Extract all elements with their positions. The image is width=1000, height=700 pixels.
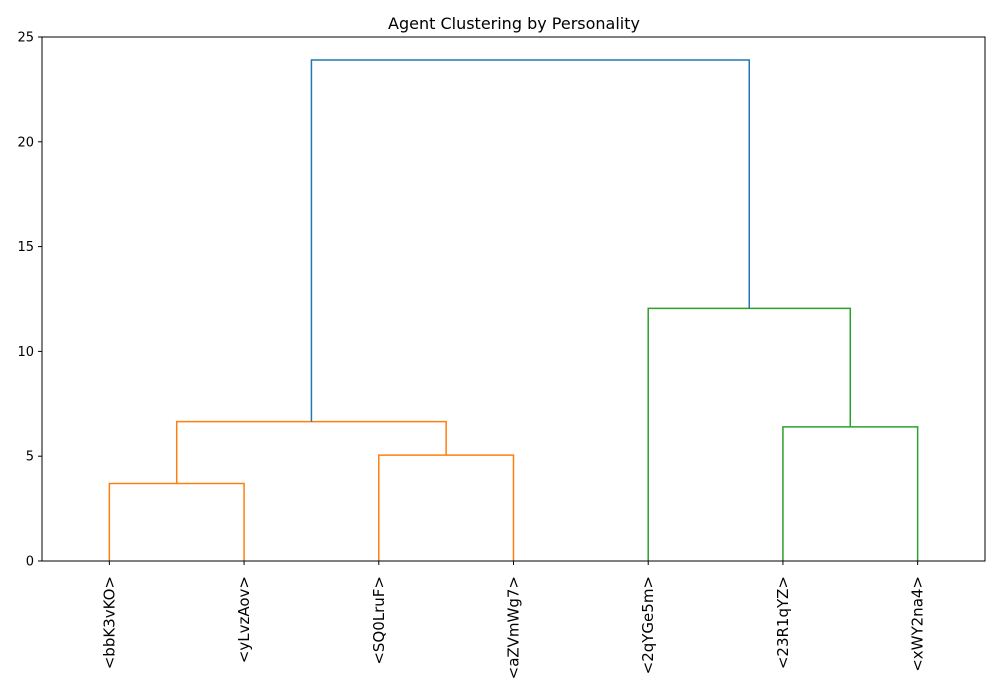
leaf-label: <xWY2na4> [909, 576, 927, 672]
dendrogram-link-1 [378, 454, 515, 561]
leaf-label: <23R1qYZ> [774, 576, 792, 669]
x-axis: <bbK3vKO> <yLvzAov> <SQ0LruF> <aZVmWg7> <2qY… [100, 561, 927, 679]
chart-title: Agent Clustering by Personality [388, 14, 640, 33]
y-tick-label: 0 [26, 555, 34, 570]
leaf-label: <SQ0LruF> [370, 576, 388, 665]
dendrogram-link-3 [782, 426, 919, 561]
dendrogram-link-0 [108, 482, 245, 561]
plot-frame [41, 36, 986, 562]
dendrogram-link-4 [647, 307, 852, 561]
dendrogram-link-2 [175, 420, 447, 484]
y-tick-label: 5 [26, 450, 34, 465]
leaf-label: <bbK3vKO> [100, 576, 118, 669]
y-tick-label: 20 [17, 135, 34, 150]
y-axis: 0 5 10 15 20 25 [17, 31, 42, 570]
y-tick-label: 15 [17, 240, 34, 255]
dendrogram-link-5 [310, 59, 750, 422]
y-tick-label: 25 [17, 31, 34, 46]
leaf-label: <aZVmWg7> [505, 576, 523, 679]
dendrogram-links [108, 59, 919, 561]
leaf-label: <2qYGe5m> [639, 576, 657, 674]
leaf-label: <yLvzAov> [235, 576, 253, 663]
y-tick-label: 10 [17, 345, 34, 360]
